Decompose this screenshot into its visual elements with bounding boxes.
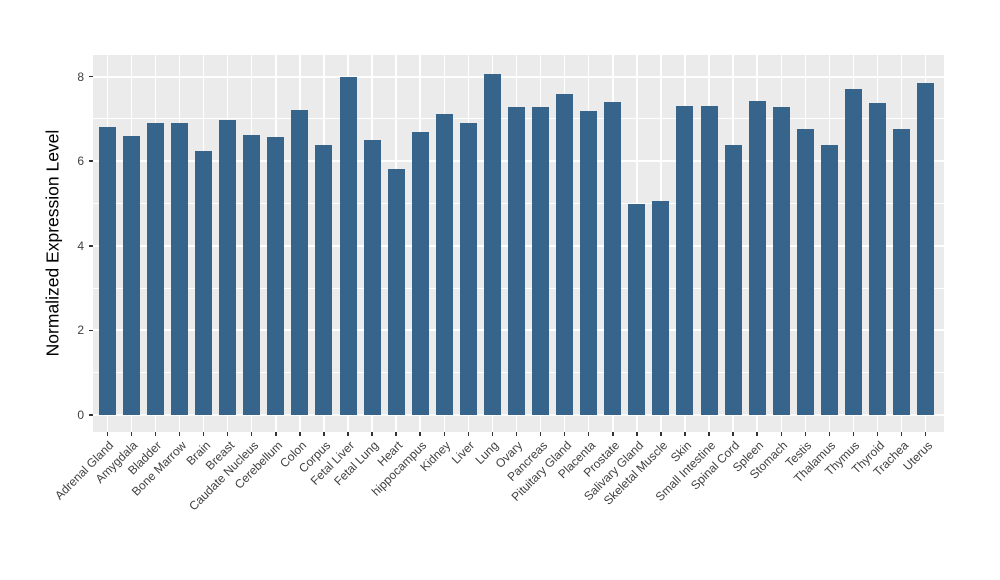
major-gridline <box>93 75 944 78</box>
x-tick-mark <box>178 432 181 436</box>
major-gridline <box>93 414 944 416</box>
x-tick-mark <box>924 432 927 436</box>
bar-bone-marrow <box>171 123 188 415</box>
bar-colon <box>291 110 309 415</box>
x-tick-mark <box>612 432 614 436</box>
bar-hippocampus <box>411 131 429 415</box>
x-tick-mark <box>587 432 590 436</box>
y-tick-label: 6 <box>77 154 84 169</box>
x-tick-mark <box>539 432 542 436</box>
y-tick-label: 0 <box>77 408 84 422</box>
x-tick-mark <box>202 432 205 436</box>
x-tick-mark <box>660 432 662 436</box>
bar-skin <box>676 105 694 415</box>
x-tick-mark <box>395 432 397 436</box>
y-tick-mark <box>89 329 93 332</box>
bar-prostate <box>604 101 622 415</box>
bar-spinal-cord <box>724 145 742 415</box>
x-tick-mark <box>419 432 421 436</box>
x-tick-mark <box>900 432 903 436</box>
x-tick-mark <box>684 432 686 436</box>
bar-breast <box>219 119 237 415</box>
bar-lung <box>483 74 501 415</box>
bar-cerebellum <box>267 137 285 415</box>
bar-spleen <box>748 101 766 415</box>
y-tick-label: 4 <box>77 238 84 253</box>
bar-brain <box>195 150 213 415</box>
bar-adrenal-gland <box>98 127 116 415</box>
y-tick-mark <box>89 414 93 416</box>
bar-bladder <box>146 123 164 415</box>
bar-fetal-liver <box>339 77 357 415</box>
bar-salivary-gland <box>628 203 646 415</box>
x-tick-mark <box>323 432 325 436</box>
bar-trachea <box>893 129 911 415</box>
x-tick-mark <box>371 432 373 436</box>
x-tick-mark <box>106 432 109 436</box>
bar-liver <box>459 123 477 415</box>
bar-stomach <box>772 106 790 415</box>
bar-thyroid <box>869 102 887 415</box>
bar-fetal-lung <box>363 140 381 415</box>
bar-testis <box>796 128 814 415</box>
bar-thalamus <box>820 145 838 415</box>
bar-heart <box>387 168 405 415</box>
x-tick-mark <box>780 432 782 436</box>
x-tick-mark <box>876 432 879 436</box>
y-tick-label: 2 <box>77 323 84 338</box>
y-tick-mark <box>89 160 93 162</box>
bar-pituitary-gland <box>556 94 574 415</box>
x-tick-mark <box>250 432 253 436</box>
plot-panel <box>93 55 944 432</box>
bar-pancreas <box>532 107 550 415</box>
x-tick-mark <box>828 432 831 436</box>
x-tick-mark <box>130 432 133 436</box>
y-tick-mark <box>89 75 93 78</box>
bar-small-intestine <box>700 106 718 415</box>
x-tick-mark <box>443 432 446 436</box>
x-tick-mark <box>636 432 638 436</box>
x-tick-mark <box>154 432 157 436</box>
bar-ovary <box>507 107 525 415</box>
x-tick-mark <box>804 432 807 436</box>
y-tick-label: 8 <box>77 69 84 84</box>
bar-skeletal-muscle <box>652 201 670 415</box>
bar-kidney <box>435 113 453 415</box>
bar-amygdala <box>122 135 140 415</box>
x-tick-mark <box>515 432 518 436</box>
x-tick-mark <box>226 432 229 436</box>
bar-uterus <box>917 82 935 415</box>
x-tick-mark <box>347 432 349 436</box>
bar-placenta <box>580 111 598 415</box>
bar-thymus <box>844 88 862 415</box>
bar-corpus <box>315 145 333 415</box>
x-tick-mark <box>491 432 494 436</box>
x-tick-mark <box>563 432 566 436</box>
bar-caudate-nucleus <box>243 134 261 415</box>
x-tick-mark <box>852 432 855 436</box>
x-tick-mark <box>299 432 301 436</box>
x-tick-mark <box>756 432 758 436</box>
y-tick-mark <box>89 245 93 247</box>
x-tick-mark <box>467 432 470 436</box>
x-tick-mark <box>732 432 734 436</box>
x-tick-mark <box>708 432 710 436</box>
x-tick-mark <box>275 432 277 436</box>
